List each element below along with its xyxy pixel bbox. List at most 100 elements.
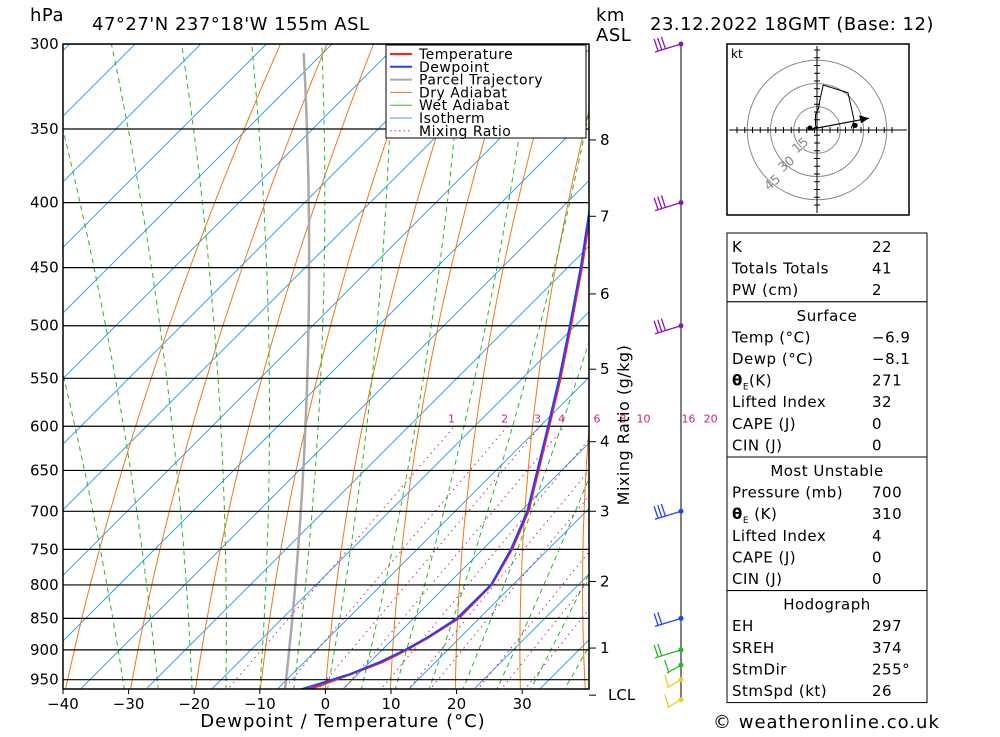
index-label: CIN (J) xyxy=(732,436,783,454)
pressure-tick-label: 700 xyxy=(30,502,59,520)
mixing-ratio-line xyxy=(343,425,565,689)
x-tick-label: −30 xyxy=(113,695,145,713)
wind-barb-feather xyxy=(653,38,659,52)
parcel-trajectory xyxy=(283,53,311,689)
dry-adiabat-line xyxy=(643,44,699,708)
legend-label: Dry Adiabat xyxy=(419,85,507,101)
wind-barb-feather xyxy=(653,197,659,210)
plot-area xyxy=(63,44,1000,708)
km-tick-label: 5 xyxy=(600,360,610,378)
index-label: StmSpd (kt) xyxy=(732,682,827,700)
mixing-ratio-line xyxy=(429,495,589,689)
pressure-tick-label: 500 xyxy=(30,317,59,335)
index-value: 22 xyxy=(872,238,892,256)
index-value: −8.1 xyxy=(872,350,910,368)
most-unstable-title: Most Unstable xyxy=(770,462,883,480)
isobar-lines xyxy=(63,44,589,681)
isotherm-line xyxy=(63,44,398,380)
plot-frame xyxy=(62,43,590,690)
index-value: 4 xyxy=(872,527,882,545)
index-label: CAPE (J) xyxy=(732,548,796,566)
x-tick-label: 30 xyxy=(513,695,532,713)
index-value: 0 xyxy=(872,570,882,588)
legend-label: Parcel Trajectory xyxy=(419,73,543,89)
index-value: 0 xyxy=(872,548,882,566)
hodograph-unit-label: kt xyxy=(731,47,743,61)
profile-lines xyxy=(298,206,589,689)
index-label: Dewp (°C) xyxy=(732,350,814,368)
storm-motion-arrowhead xyxy=(859,115,870,124)
index-label: EH xyxy=(732,617,754,635)
hodograph-trace xyxy=(815,84,855,131)
index-value: 297 xyxy=(872,617,902,635)
hodograph-start-dot xyxy=(807,125,813,131)
wind-barb-feather xyxy=(657,196,663,209)
wind-barb-feather xyxy=(657,37,663,51)
index-value: 26 xyxy=(872,682,892,700)
wind-barb-shaft xyxy=(666,699,682,709)
km-unit-label: km xyxy=(596,5,625,26)
copyright-text: © weatheronline.co.uk xyxy=(713,712,940,733)
isotherm-line xyxy=(63,44,202,183)
mixing-ratio-label: 3 xyxy=(534,412,541,425)
km-tick-label: 6 xyxy=(600,285,610,303)
dry-adiabat-line xyxy=(454,44,560,689)
mixing-ratio-lines xyxy=(227,425,589,689)
pressure-tick-label: 450 xyxy=(30,259,59,277)
index-label: Lifted Index xyxy=(732,527,826,545)
pressure-tick-label: 650 xyxy=(30,461,59,479)
km-tick-label: 7 xyxy=(600,207,610,225)
index-label: Lifted Index xyxy=(732,393,826,411)
km-tick-label: LCL xyxy=(608,686,636,704)
dewpoint-line xyxy=(298,206,589,689)
asl-unit-label: ASL xyxy=(596,25,631,46)
legend-label: Mixing Ratio xyxy=(419,124,511,140)
mixing-ratio-label: 10 xyxy=(637,412,651,425)
isotherm-line xyxy=(63,44,267,249)
index-label: K xyxy=(732,238,743,256)
index-table: K 22 Totals Totals 41 PW (cm) 2 Surface Temp (°… xyxy=(726,232,928,704)
pressure-tick-label: 950 xyxy=(30,671,59,689)
km-tick-label: 3 xyxy=(600,502,610,520)
legend-label: Isotherm xyxy=(419,111,485,127)
wind-barb-feather xyxy=(657,643,663,657)
wind-barb-feather xyxy=(664,674,670,687)
pressure-tick-label: 350 xyxy=(30,120,59,138)
index-value: 0 xyxy=(872,415,882,433)
mixing-ratio-labels: 12346810162025 xyxy=(448,412,740,425)
pressure-tick-label: 400 xyxy=(30,194,59,212)
x-tick-label: −10 xyxy=(244,695,276,713)
dry-adiabat-line xyxy=(972,44,1000,708)
isotherm-line xyxy=(63,48,589,577)
isotherm-line xyxy=(63,44,333,314)
index-label: θE(K) xyxy=(732,372,772,393)
index-label: θE (K) xyxy=(732,505,777,526)
index-value: 0 xyxy=(872,436,882,454)
isotherm-line xyxy=(473,573,589,689)
legend-label: Temperature xyxy=(418,47,513,63)
isotherm-line xyxy=(63,44,464,445)
x-tick-label: 0 xyxy=(321,695,331,713)
temperature-tick-labels: −40 −30 −20 −10 0 10 20 30 xyxy=(47,689,532,713)
mixing-ratio-axis-title: Mixing Ratio (g/kg) xyxy=(614,345,633,506)
storm-motion-arrow xyxy=(811,117,870,130)
index-value: 32 xyxy=(872,393,892,411)
datetime-title: 23.12.2022 18GMT (Base: 12) xyxy=(650,14,934,35)
hodograph-end-dot xyxy=(852,122,858,128)
index-value: 41 xyxy=(872,260,892,278)
index-label: SREH xyxy=(732,639,775,657)
dry-adiabat-line xyxy=(195,44,374,689)
pressure-tick-labels: 300 350 400 450 500 550 600 650 700 750 800 850 900 9… xyxy=(30,35,59,689)
wet-adiabat-line xyxy=(394,44,533,689)
wind-barb-feather xyxy=(660,36,667,50)
index-value: −6.9 xyxy=(872,328,910,346)
index-label: CAPE (J) xyxy=(732,415,796,433)
mixing-ratio-line xyxy=(283,425,508,689)
wind-barb-feather xyxy=(657,319,663,332)
index-value: 700 xyxy=(872,484,902,502)
wet-adiabat-line xyxy=(496,476,589,689)
km-tick-label: 4 xyxy=(600,433,610,451)
wet-adiabat-line xyxy=(428,109,589,689)
wind-barb-feather xyxy=(653,613,659,626)
